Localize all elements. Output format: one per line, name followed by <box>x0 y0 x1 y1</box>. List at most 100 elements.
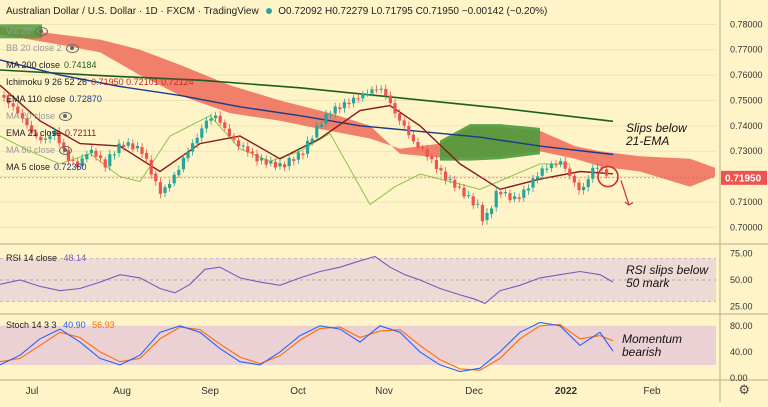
candle-body <box>508 193 512 201</box>
rsi-legend[interactable]: RSI 14 close 48.14 <box>6 253 86 264</box>
stoch-legend-label: Stoch 14 3 3 <box>6 320 57 330</box>
indicator-legend-label: EMA 110 close <box>6 94 66 104</box>
indicator-legend-label: Vol 20 <box>6 26 32 36</box>
stoch-k-line <box>0 321 614 373</box>
candle-body <box>388 95 392 104</box>
hidden-eye-icon[interactable] <box>35 27 49 37</box>
annotation-line: bearish <box>622 345 662 359</box>
candle-body <box>246 146 250 153</box>
candle-body <box>531 178 535 188</box>
hidden-eye-icon[interactable] <box>65 44 79 54</box>
indicator-legend-row[interactable]: MA 5 close 0.72360 <box>6 162 87 173</box>
candle-body <box>485 212 489 221</box>
candle-body <box>2 94 6 98</box>
candle-body <box>370 89 374 94</box>
candle-body <box>393 103 397 114</box>
candle-body <box>361 93 365 99</box>
candle-body <box>356 98 360 100</box>
indicator-legend-label: Ichimoku 9 26 52 26 <box>6 77 88 87</box>
indicator-legend-row[interactable]: MA 200 close 0.74184 <box>6 60 97 71</box>
candle-body <box>333 106 337 114</box>
candle-body <box>352 97 356 104</box>
candle-body <box>324 113 328 124</box>
settings-gear-icon[interactable]: ⚙ <box>738 382 750 397</box>
stoch-tick-label: 80.00 <box>730 321 753 331</box>
indicator-legend-row[interactable]: MA 20 close <box>6 111 73 122</box>
stoch-legend[interactable]: Stoch 14 3 3 40.90 56.93 <box>6 320 115 331</box>
candle-body <box>177 169 181 176</box>
candle-body <box>338 107 342 110</box>
candle-body <box>62 142 66 149</box>
candle-body <box>398 113 402 121</box>
hidden-eye-icon[interactable] <box>59 146 73 156</box>
rsi-legend-value: 48.14 <box>63 253 87 263</box>
candle-body <box>407 125 411 136</box>
indicator-legend-row[interactable]: EMA 21 close 0.72111 <box>6 128 96 139</box>
price-tick-label: 0.78000 <box>730 19 763 29</box>
indicator-legend-label: EMA 21 close <box>6 128 62 138</box>
candle-body <box>80 158 84 167</box>
indicator-legend-row[interactable]: Ichimoku 9 26 52 26 0.71950 0.72101 0.721… <box>6 77 194 88</box>
rsi-annotation: RSI slips below 50 mark <box>626 264 708 290</box>
candle-body <box>490 208 494 215</box>
interval-label[interactable]: 1D <box>144 6 158 17</box>
candle-body <box>476 203 480 205</box>
candle-body <box>554 164 558 166</box>
candle-body <box>568 168 572 176</box>
candle-body <box>11 103 15 107</box>
candle-body <box>319 124 323 127</box>
candle-body <box>71 159 75 161</box>
indicator-legend-label: MA 20 close <box>6 111 56 121</box>
candle-body <box>103 159 107 168</box>
candle-body <box>402 120 406 126</box>
candle-body <box>89 149 93 153</box>
candle-body <box>122 144 126 148</box>
candle-body <box>467 195 471 197</box>
candle-body <box>522 189 526 198</box>
indicator-legend-value: 0.72360 <box>54 162 87 172</box>
candle-body <box>315 125 319 138</box>
candle-body <box>66 149 70 161</box>
candle-body <box>301 153 305 156</box>
symbol-name[interactable]: Australian Dollar / U.S. Dollar <box>6 6 137 17</box>
indicator-legend-row[interactable]: BB 20 close 2 <box>6 43 79 54</box>
candle-body <box>25 118 29 126</box>
candle-body <box>517 197 521 199</box>
indicator-legend-value: 0.72870 <box>69 94 102 104</box>
indicator-legend-row[interactable]: EMA 110 close 0.72870 <box>6 94 102 105</box>
candle-body <box>287 157 291 167</box>
annotation-line: Momentum <box>622 332 683 346</box>
candle-body <box>241 145 245 147</box>
price-annotation: Slips below 21-EMA <box>626 122 687 148</box>
candle-body <box>16 106 20 114</box>
time-tick-label: Aug <box>113 386 131 397</box>
candle-body <box>310 138 314 142</box>
candle-body <box>434 160 438 169</box>
breakdown-arrow-head <box>624 201 634 206</box>
candle-body <box>209 118 213 121</box>
candle-body <box>232 135 236 140</box>
hidden-eye-icon[interactable] <box>59 112 73 122</box>
candle-body <box>131 143 135 150</box>
rsi-tick-label: 25.00 <box>730 302 753 312</box>
price-tick-label: 0.71000 <box>730 197 763 207</box>
candle-body <box>591 167 595 179</box>
indicator-legend-row[interactable]: Vol 20 <box>6 26 49 37</box>
indicator-legend-row[interactable]: MA 50 close <box>6 145 73 156</box>
rsi-tick-label: 75.00 <box>730 248 753 258</box>
stoch-tick-label: 0.00 <box>730 373 748 383</box>
candle-body <box>577 182 581 191</box>
candle-body <box>503 192 507 194</box>
rsi-legend-label: RSI 14 close <box>6 253 58 263</box>
candle-body <box>375 89 379 91</box>
candle-body <box>186 151 190 159</box>
candle-body <box>135 146 139 149</box>
candle-body <box>237 140 241 147</box>
candle-body <box>595 167 599 169</box>
annotation-line: 50 mark <box>626 276 670 290</box>
stoch-d-line <box>0 323 614 371</box>
candle-body <box>416 141 420 148</box>
candle-body <box>411 134 415 142</box>
candle-body <box>126 142 130 146</box>
candle-body <box>494 190 498 208</box>
